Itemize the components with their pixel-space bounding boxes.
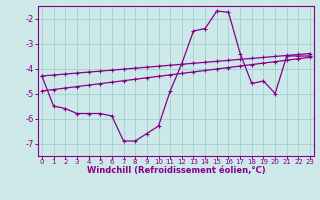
X-axis label: Windchill (Refroidissement éolien,°C): Windchill (Refroidissement éolien,°C) <box>87 166 265 175</box>
